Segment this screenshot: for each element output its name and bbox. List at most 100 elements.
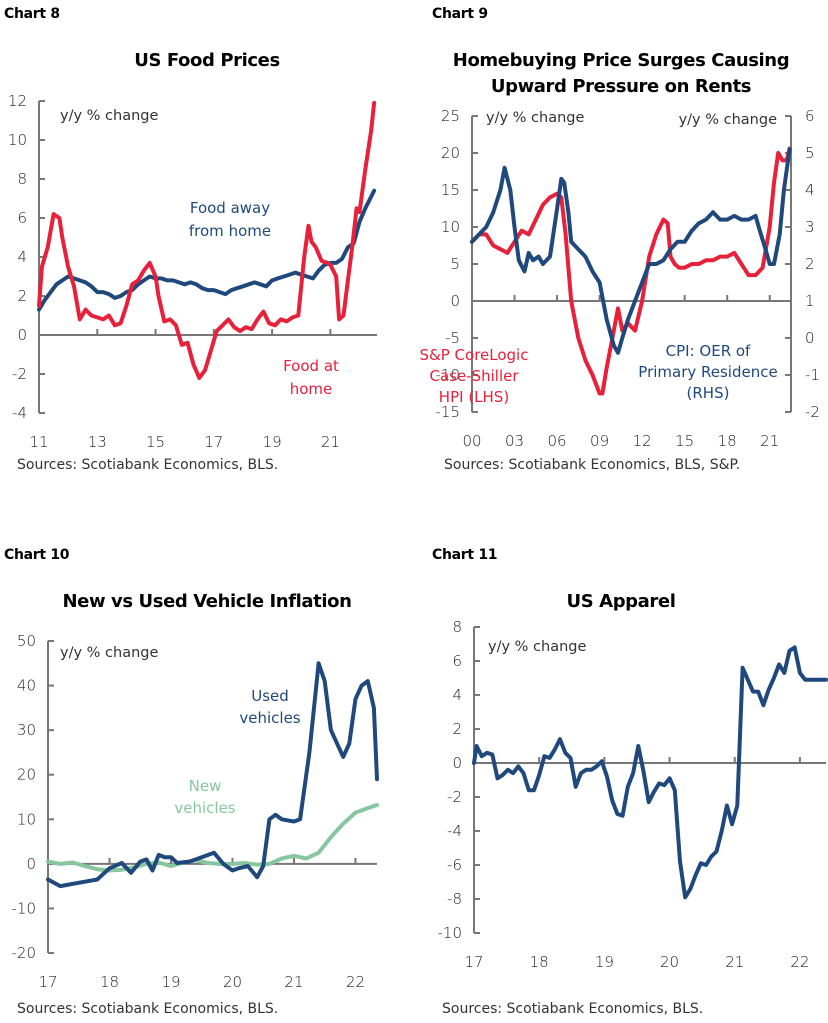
y-tick-label: 6: [452, 652, 462, 670]
series-line-us-apparel: [472, 645, 828, 900]
y-tick-label: 12: [8, 92, 27, 110]
y-tick-label-right: -2: [805, 403, 820, 421]
y-tick-label: 20: [441, 144, 460, 162]
series-annotation: Case-Shiller: [429, 367, 519, 385]
series-annotation: Used: [251, 687, 289, 705]
y-tick-label: -15: [436, 403, 461, 421]
chart-number: Chart 10: [4, 547, 70, 563]
y-tick-label: -4: [447, 822, 462, 840]
unit-label: y/y % change: [486, 110, 584, 126]
unit-label-right: y/y % change: [679, 112, 777, 128]
y-tick-label: -20: [12, 944, 37, 962]
series-annotation: S&P CoreLogic: [420, 346, 529, 364]
series-annotation: home: [290, 380, 333, 398]
y-tick-label: 0: [17, 326, 27, 344]
y-tick-label: 4: [452, 686, 462, 704]
chart-number: Chart 11: [432, 547, 498, 563]
y-tick-label-right: 1: [805, 292, 815, 310]
series-line-food-away-from-home: [37, 188, 377, 312]
x-tick-label: 13: [88, 433, 107, 451]
series-line-s-p-corelogic-case-shiller-hpi-lhs-: [470, 146, 792, 396]
x-tick-label: 21: [760, 432, 779, 450]
x-tick-label: 22: [346, 973, 365, 991]
y-tick-label: 40: [17, 677, 36, 695]
y-tick-label: 30: [17, 721, 36, 739]
unit-label: y/y % change: [60, 645, 158, 661]
series-line-new-vehicles: [46, 803, 379, 873]
series-annotation: HPI (LHS): [439, 388, 509, 406]
y-tick-label: -5: [445, 329, 460, 347]
series-line-food-at-home: [37, 100, 377, 380]
series-annotation: New: [189, 777, 222, 795]
y-tick-label: -8: [447, 890, 462, 908]
x-tick-label: 17: [204, 433, 223, 451]
y-tick-label: 0: [26, 855, 36, 873]
y-tick-label: 10: [17, 810, 36, 828]
x-tick-label: 19: [595, 953, 614, 971]
unit-label: y/y % change: [60, 108, 158, 124]
series-annotation: Food at: [283, 357, 339, 375]
x-tick-label: 15: [146, 433, 165, 451]
y-tick-label: 10: [441, 218, 460, 236]
x-tick-label: 18: [100, 973, 119, 991]
y-tick-label: 10: [8, 131, 27, 149]
series-annotation: Food away: [190, 199, 270, 217]
y-tick-label-right: 6: [805, 107, 815, 125]
y-tick-label: 15: [441, 181, 460, 199]
x-tick-label: 18: [718, 432, 737, 450]
y-tick-label: -10: [438, 924, 463, 942]
y-tick-label: 25: [441, 107, 460, 125]
y-tick-label: 0: [450, 292, 460, 310]
y-tick-label-right: 4: [805, 181, 815, 199]
x-tick-label: 19: [161, 973, 180, 991]
y-tick-label-right: -1: [805, 366, 820, 384]
y-tick-label-right: 0: [805, 329, 815, 347]
chart-title-line-2: Upward Pressure on Rents: [490, 76, 752, 97]
y-tick-label: -2: [12, 365, 27, 383]
chart-title: US Food Prices: [134, 50, 280, 71]
chart-8-plot: 12 10 8 6 4 2 0 -2 -411 13 15 17 19 21 y/y % change Foo…: [8, 92, 377, 451]
unit-label: y/y % change: [488, 639, 586, 655]
x-tick-label: 21: [725, 953, 744, 971]
chart-number: Chart 9: [432, 6, 488, 22]
y-tick-label-right: 5: [805, 144, 815, 162]
chart-title: New vs Used Vehicle Inflation: [62, 591, 352, 612]
x-tick-label: 21: [284, 973, 303, 991]
x-tick-label: 15: [675, 432, 694, 450]
x-tick-label: 20: [223, 973, 242, 991]
y-tick-label: 50: [17, 632, 36, 650]
series-annotation: vehicles: [239, 709, 300, 727]
chart-source: Sources: Scotiabank Economics, BLS.: [17, 1001, 279, 1017]
y-tick-label: 4: [17, 248, 27, 266]
x-tick-label: 11: [29, 433, 48, 451]
y-tick-label: -10: [12, 899, 37, 917]
chart-8-panel: Chart 8 US Food Prices 12 10 8 6 4 2 0 -2 -4 11 13…: [0, 0, 414, 511]
y-tick-label: 5: [450, 255, 460, 273]
y-tick-label: -2: [447, 788, 462, 806]
y-tick-label: 2: [17, 287, 27, 305]
series-annotation: Primary Residence: [638, 363, 777, 381]
y-tick-label: 20: [17, 766, 36, 784]
x-tick-label: 18: [530, 953, 549, 971]
y-tick-label: -10: [436, 366, 461, 384]
x-tick-label: 20: [660, 953, 679, 971]
series-annotation: vehicles: [174, 799, 235, 817]
x-tick-label: 00: [462, 432, 481, 450]
series-line-used-vehicles: [46, 661, 379, 889]
series-annotation: from home: [189, 222, 271, 240]
x-tick-label: 17: [464, 953, 483, 971]
series-annotation: (RHS): [687, 384, 730, 402]
y-tick-label: -6: [447, 856, 462, 874]
x-tick-label: 12: [633, 432, 652, 450]
x-tick-label: 17: [38, 973, 57, 991]
chart-source: Sources: Scotiabank Economics, BLS, S&P.: [444, 457, 741, 473]
series-annotation: CPI: OER of: [666, 342, 751, 360]
y-tick-label: 8: [452, 618, 462, 636]
y-tick-label-right: 3: [805, 218, 815, 236]
y-tick-label: 8: [17, 170, 27, 188]
x-tick-label: 22: [790, 953, 809, 971]
chart-title: US Apparel: [566, 591, 676, 612]
